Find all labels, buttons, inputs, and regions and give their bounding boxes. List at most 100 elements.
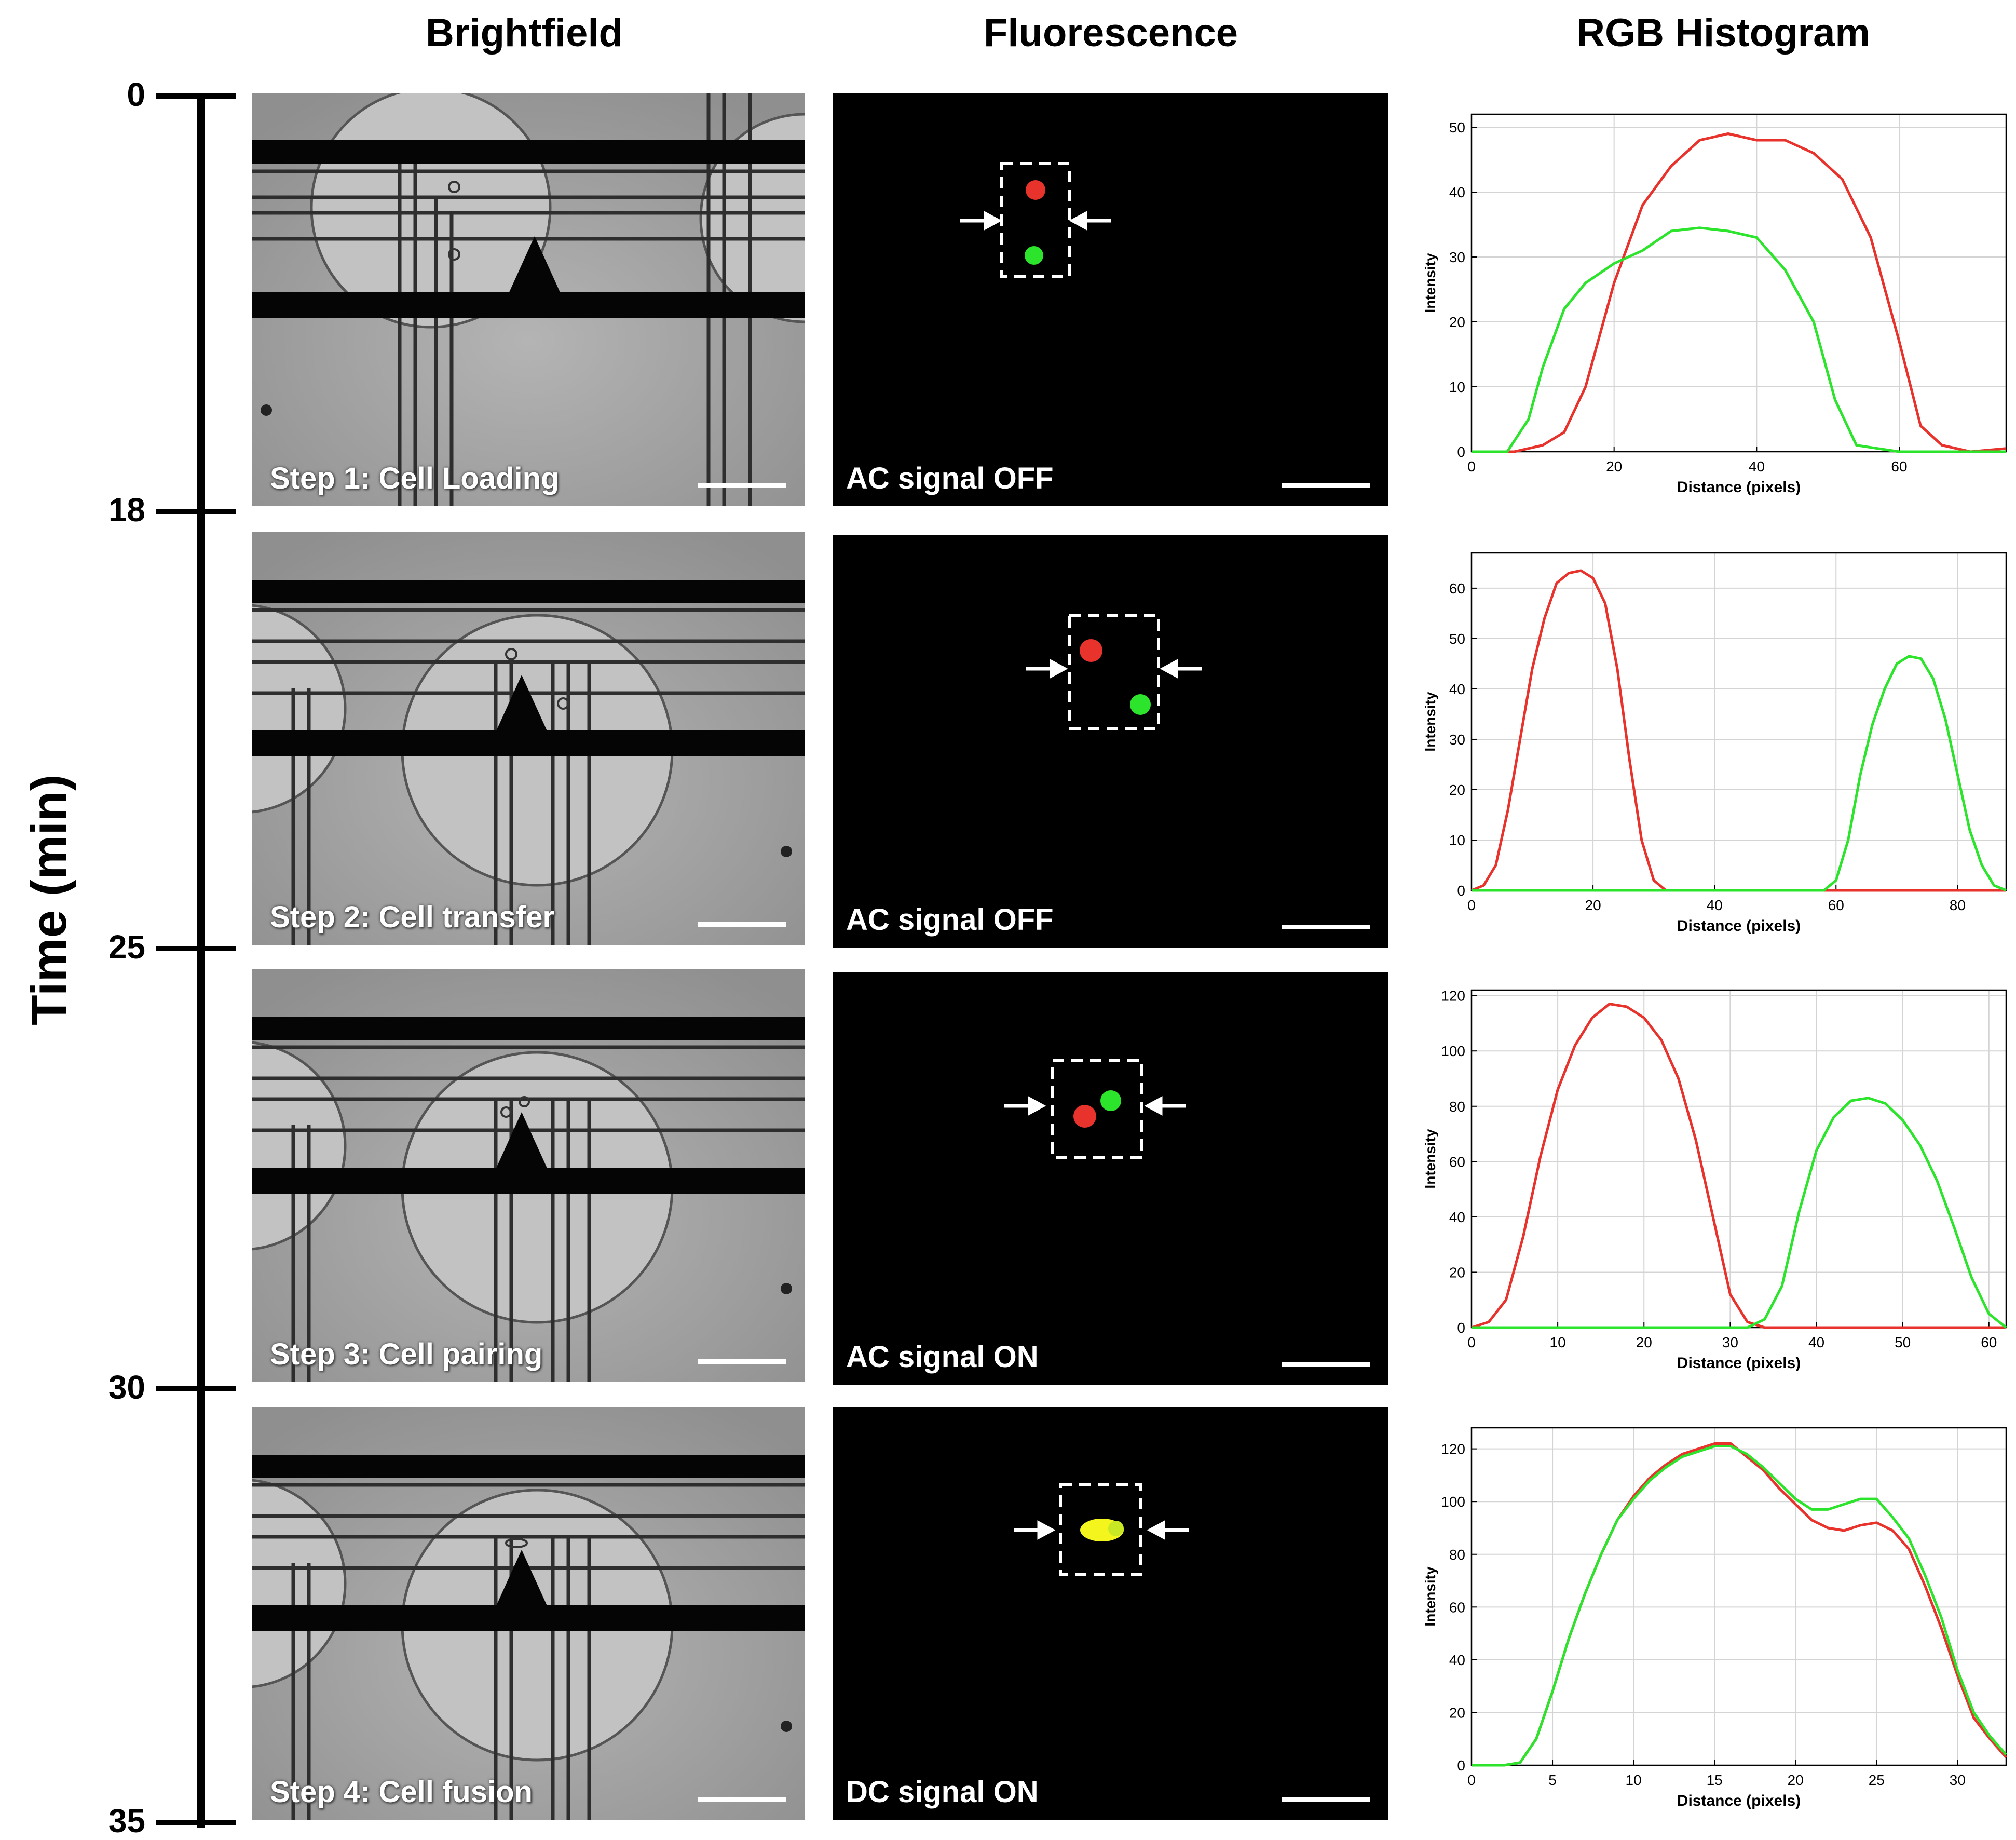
x-tick-label: 0	[1467, 1334, 1476, 1350]
time-tick-label: 35	[108, 1802, 145, 1839]
brightfield-panel-3: Step 3: Cell pairing	[252, 969, 805, 1382]
x-tick-label: 60	[1828, 897, 1844, 913]
x-tick-label: 0	[1467, 458, 1476, 475]
red-series-line	[1471, 1003, 2006, 1329]
rgb-histogram-1: 0 20 40 60 0 10 20 30 40 50 Distance (pixels) Inten…	[1422, 93, 2011, 509]
y-tick-label: 80	[1449, 1099, 1465, 1115]
line-chart: 0 5 10 15 20 25 30 0 20 40 60 80 100 120 Distance (pix…	[1422, 1427, 2007, 1809]
y-tick-label: 20	[1449, 314, 1465, 330]
x-axis-label: Distance (pixels)	[1677, 1355, 1801, 1372]
time-axis-line	[197, 93, 205, 1828]
y-tick-label: 0	[1457, 1757, 1465, 1774]
y-tick-label: 10	[1449, 832, 1465, 848]
time-tick-label: 25	[108, 928, 145, 966]
fluorescence-header: Fluorescence	[984, 11, 1238, 55]
scale-bar	[698, 483, 786, 488]
y-axis-label: Intensity	[1422, 1566, 1438, 1627]
y-tick-label: 100	[1441, 1494, 1465, 1510]
green-series-line	[1472, 1445, 2007, 1767]
y-tick-label: 20	[1449, 782, 1465, 798]
y-tick-label: 0	[1457, 444, 1465, 460]
y-tick-label: 20	[1449, 1704, 1465, 1721]
time-tick	[156, 1820, 236, 1825]
x-tick-label: 60	[1981, 1334, 1997, 1350]
x-tick-label: 40	[1749, 458, 1765, 475]
scale-bar	[1282, 925, 1370, 929]
x-tick-label: 80	[1950, 897, 1966, 913]
y-tick-label: 60	[1449, 1154, 1465, 1170]
y-axis-label: Intensity	[1422, 1129, 1438, 1189]
y-tick-label: 80	[1449, 1547, 1465, 1563]
y-tick-label: 30	[1449, 249, 1465, 265]
y-tick-label: 50	[1449, 631, 1465, 647]
y-tick-label: 100	[1441, 1043, 1465, 1059]
step-label: Step 1: Cell Loading	[270, 462, 560, 495]
fluorescence-image	[1004, 1059, 1186, 1159]
fluorescence-image	[1014, 1483, 1189, 1576]
brightfield-micrograph	[252, 93, 805, 506]
fluorescence-panel-4: DC signal ON	[833, 1407, 1388, 1820]
time-tick-label: 18	[108, 491, 145, 529]
signal-label: DC signal ON	[846, 1775, 1039, 1809]
y-tick-label: 120	[1441, 988, 1465, 1004]
y-tick-label: 0	[1457, 1320, 1465, 1336]
time-tick	[156, 93, 236, 99]
y-tick-label: 40	[1449, 184, 1465, 200]
x-tick-label: 20	[1788, 1772, 1804, 1788]
signal-label: AC signal OFF	[846, 462, 1054, 495]
time-tick-label: 0	[127, 76, 145, 113]
y-tick-label: 40	[1449, 681, 1465, 697]
x-tick-label: 30	[1722, 1334, 1738, 1350]
y-axis-label: Intensity	[1422, 253, 1438, 313]
x-tick-label: 30	[1950, 1772, 1966, 1788]
y-tick-label: 60	[1449, 580, 1465, 597]
x-tick-label: 20	[1585, 897, 1601, 913]
plot-frame	[1470, 1427, 2007, 1766]
y-axis-label: Intensity	[1422, 692, 1438, 752]
brightfield-panel-2: Step 2: Cell transfer	[252, 532, 805, 945]
y-tick-label: 20	[1449, 1264, 1465, 1280]
red-series-line	[1472, 1442, 2007, 1767]
x-axis-label: Distance (pixels)	[1677, 1792, 1801, 1809]
fluorescence-image	[1026, 614, 1202, 730]
signal-label: AC signal ON	[846, 1340, 1039, 1374]
x-tick-label: 0	[1467, 897, 1476, 913]
step-label: Step 3: Cell pairing	[270, 1337, 543, 1371]
red-series-line	[1471, 569, 2006, 892]
x-axis-label: Distance (pixels)	[1677, 479, 1801, 496]
fluorescence-image	[960, 162, 1111, 278]
scale-bar	[698, 1359, 786, 1364]
brightfield-panel-1: Step 1: Cell Loading	[252, 93, 805, 506]
green-series-line	[1472, 655, 2007, 892]
scale-bar	[1282, 483, 1370, 488]
x-tick-label: 10	[1550, 1334, 1566, 1350]
scale-bar	[698, 1797, 786, 1802]
x-tick-label: 15	[1707, 1772, 1723, 1788]
x-tick-label: 5	[1548, 1772, 1557, 1788]
brightfield-micrograph	[252, 969, 805, 1382]
rgb-histogram-2: 0 20 40 60 80 0 10 20 30 40 50 60 Distance (pixels) I…	[1422, 532, 2011, 948]
y-tick-label: 120	[1441, 1441, 1465, 1457]
fluorescence-panel-1: AC signal OFF	[833, 93, 1388, 506]
x-tick-label: 40	[1707, 897, 1723, 913]
brightfield-panel-4: Step 4: Cell fusion	[252, 1407, 805, 1820]
x-tick-label: 60	[1891, 458, 1907, 475]
y-tick-label: 40	[1449, 1209, 1465, 1225]
time-tick	[156, 509, 236, 514]
y-tick-label: 40	[1449, 1652, 1465, 1668]
y-tick-label: 30	[1449, 732, 1465, 748]
green-series-line	[1472, 226, 2006, 453]
time-tick-label: 30	[108, 1369, 145, 1406]
step-label: Step 4: Cell fusion	[270, 1775, 533, 1809]
x-tick-label: 20	[1636, 1334, 1652, 1350]
x-tick-label: 40	[1808, 1334, 1824, 1350]
rgb-histogram-3: 0 10 20 30 40 50 60 0 20 40 60 80 100 120 Distance (pi…	[1422, 969, 2011, 1385]
x-tick-label: 20	[1606, 458, 1622, 475]
rgb-histogram-4: 0 5 10 15 20 25 30 0 20 40 60 80 100 120 Distance (pix…	[1422, 1407, 2011, 1822]
fluorescence-panel-3: AC signal ON	[833, 972, 1388, 1385]
plot-frame	[1470, 113, 2007, 453]
brightfield-micrograph	[252, 1407, 805, 1820]
red-series-line	[1472, 132, 2007, 453]
x-tick-label: 50	[1895, 1334, 1911, 1350]
fluorescence-panel-2: AC signal OFF	[833, 535, 1388, 948]
